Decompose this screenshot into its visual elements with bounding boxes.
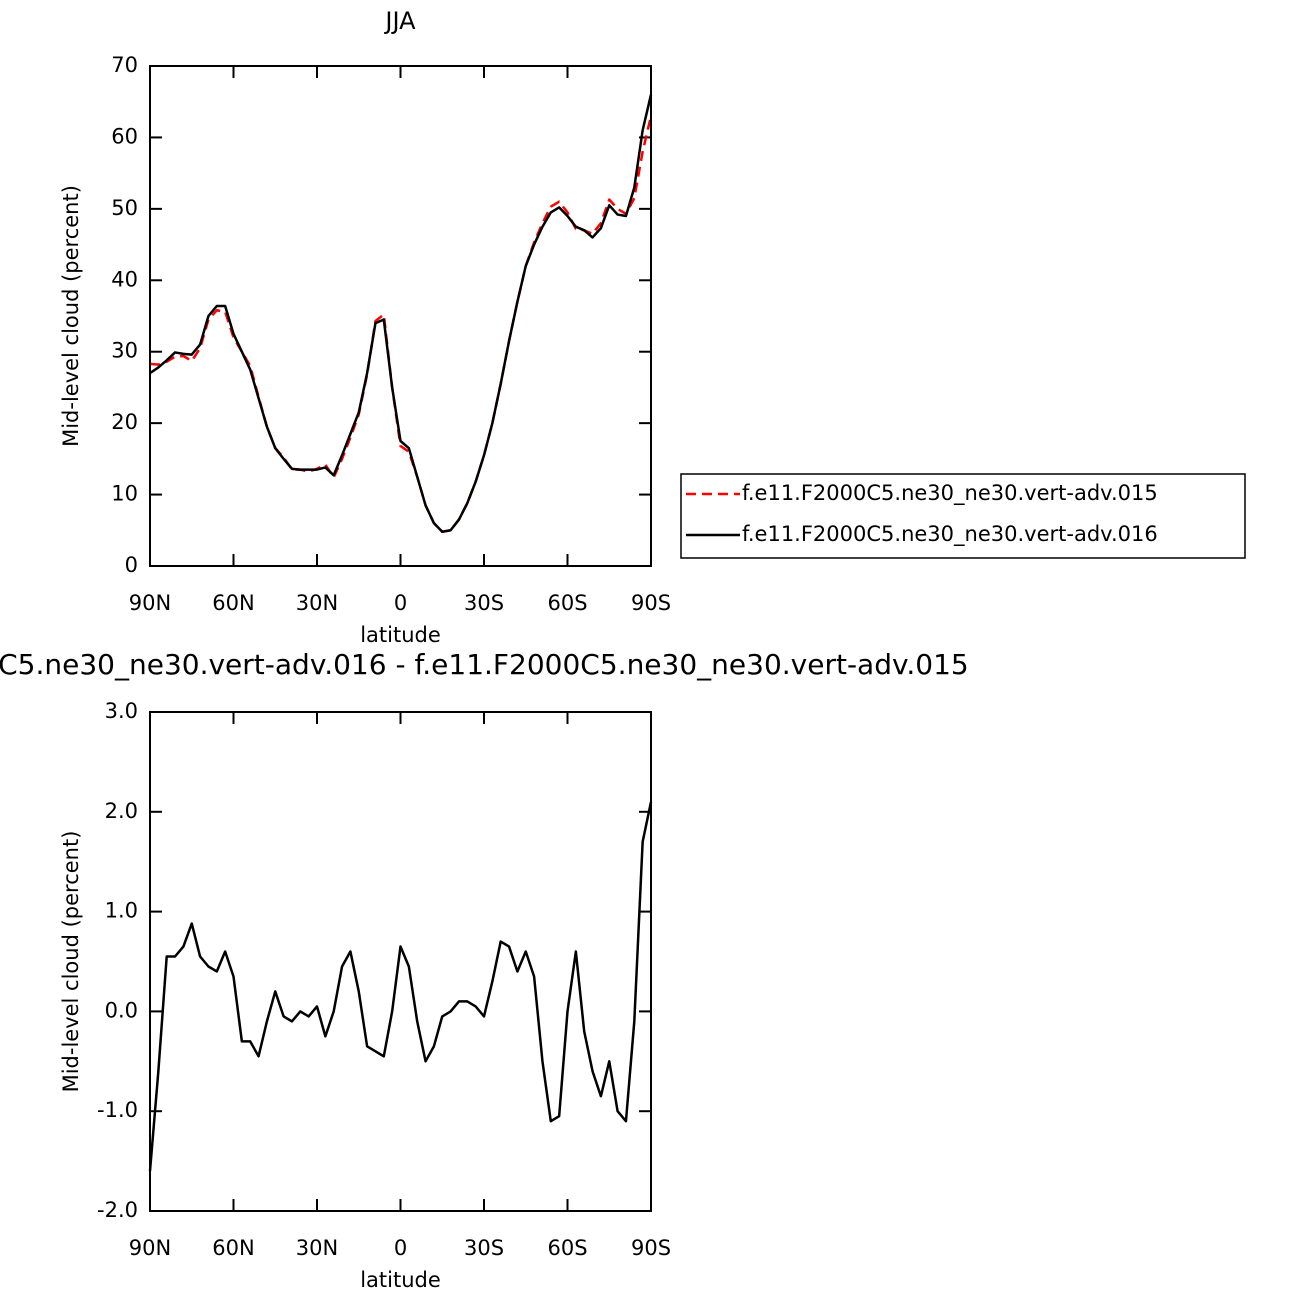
x-tick-label: 60S [547,591,587,615]
x-axis-label: latitude [360,1268,441,1292]
chart-title: f.e11.F2000C5.ne30_ne30.vert-adv.016 - f… [0,648,969,681]
y-tick-label: 0 [125,553,138,577]
legend-label: f.e11.F2000C5.ne30_ne30.vert-adv.015 [742,481,1158,506]
y-tick-label: 60 [111,124,138,148]
x-tick-label: 60N [212,1236,254,1260]
y-tick-label: 0.0 [105,998,138,1022]
x-tick-label: 30N [296,591,338,615]
legend-box [680,473,1246,559]
legend-label: f.e11.F2000C5.ne30_ne30.vert-adv.016 [742,522,1158,547]
data-line [149,115,653,533]
x-tick-label: 0 [394,591,407,615]
data-line [149,94,653,533]
y-tick-label: 50 [111,196,138,220]
x-tick-label: 30S [464,1236,504,1260]
chart-title: JJA [383,7,416,35]
x-tick-label: 30S [464,591,504,615]
y-tick-label: 10 [111,482,138,506]
x-tick-label: 60N [212,591,254,615]
y-tick-label: 1.0 [105,899,138,923]
y-tick-label: 2.0 [105,799,138,823]
y-tick-label: 20 [111,410,138,434]
data-line [148,801,653,1172]
y-tick-label: 30 [111,339,138,363]
y-tick-label: -2.0 [97,1198,138,1222]
x-tick-label: 90S [631,1236,671,1260]
x-tick-label: 30N [296,1236,338,1260]
x-tick-label: 90N [129,1236,171,1260]
x-tick-label: 0 [394,1236,407,1260]
y-axis-label: Mid-level cloud (percent) [59,185,83,447]
y-tick-label: 3.0 [105,699,138,723]
x-tick-label: 60S [547,1236,587,1260]
plot-frame [149,65,652,567]
y-tick-label: 70 [111,53,138,77]
x-axis-label: latitude [360,623,441,647]
x-tick-label: 90S [631,591,671,615]
y-tick-label: 40 [111,267,138,291]
y-axis-label: Mid-level cloud (percent) [59,831,83,1093]
x-tick-label: 90N [129,591,171,615]
y-tick-label: -1.0 [97,1098,138,1122]
plot-frame [149,711,652,1212]
